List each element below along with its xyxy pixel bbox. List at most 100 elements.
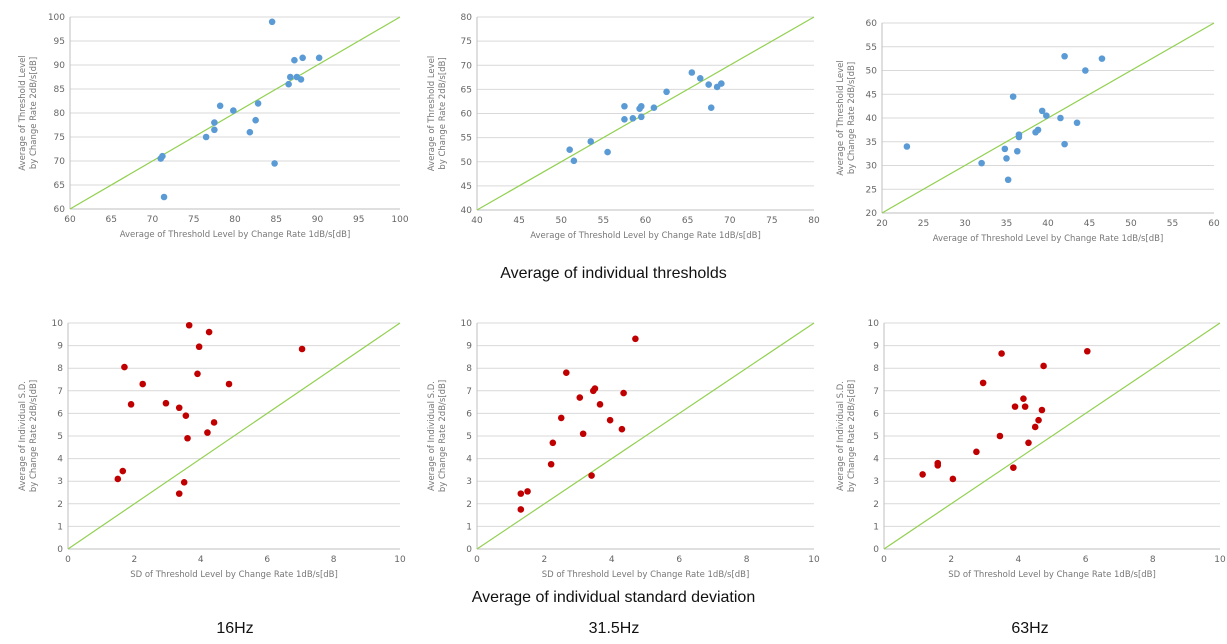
x-tick-label: 55 <box>598 216 609 226</box>
x-tick-label: 8 <box>744 555 750 565</box>
data-point <box>182 412 190 419</box>
data-point <box>978 159 985 167</box>
y-axis-title: Average of Individual S.D. <box>427 381 437 491</box>
data-point <box>252 116 259 124</box>
data-point <box>119 467 127 475</box>
data-point <box>696 74 704 82</box>
y-tick-label: 6 <box>466 409 472 419</box>
y-tick-label: 65 <box>461 85 472 95</box>
data-point <box>1010 464 1017 471</box>
data-point <box>903 143 911 150</box>
data-point <box>185 321 193 329</box>
y-tick-label: 3 <box>873 477 879 487</box>
frequency-label-63hz: 63Hz <box>1011 620 1049 637</box>
data-point <box>637 102 645 110</box>
data-point <box>291 56 298 64</box>
x-tick-label: 95 <box>353 215 364 225</box>
y-axis-title: Average of Individual S.D. <box>18 381 28 491</box>
y-tick-label: 7 <box>873 387 879 397</box>
y-tick-label: 90 <box>54 61 66 71</box>
reference-line <box>476 16 815 211</box>
data-point <box>1004 176 1012 184</box>
data-point <box>175 490 183 497</box>
y-axis-title: Average of Individual S.D. <box>836 381 846 491</box>
y-tick-label: 4 <box>466 455 472 465</box>
data-point <box>606 416 614 424</box>
data-point <box>1021 403 1029 410</box>
y-tick-label: 8 <box>873 364 879 374</box>
x-tick-label: 45 <box>513 216 524 226</box>
chart-sd-31-5hz: 0 1 2 3 4 5 6 7 8 9 10 0 2 4 6 8 10 SD of Threshold Level… <box>409 300 820 590</box>
x-tick-label: 40 <box>471 216 483 226</box>
y-tick-label: 75 <box>54 133 65 143</box>
data-point <box>315 54 323 62</box>
data-point <box>1031 423 1039 431</box>
data-point <box>688 69 696 76</box>
data-point <box>162 399 170 407</box>
y-tick-label: 2 <box>466 500 472 510</box>
y-tick-label: 60 <box>866 19 878 29</box>
data-point <box>1043 112 1050 119</box>
y-axis-title: by Change Rate 2dB/s[dB] <box>438 380 448 492</box>
x-axis-title: SD of Threshold Level by Change Rate 1dB… <box>948 570 1156 580</box>
y-axis-title: by Change Rate 2dB/s[dB] <box>29 380 39 492</box>
data-point <box>1013 147 1021 155</box>
data-point <box>204 429 211 436</box>
y-tick-label: 0 <box>57 545 63 555</box>
data-point <box>979 379 987 387</box>
chart-mean-16hz: 60 65 70 75 80 85 90 95 100 60 65 70 75 80 85 90 95 100 Av… <box>0 0 410 262</box>
data-point <box>576 394 584 401</box>
data-point <box>1020 395 1027 403</box>
x-tick-label: 20 <box>876 219 888 229</box>
x-tick-label: 85 <box>271 215 282 225</box>
x-tick-label: 4 <box>1016 555 1022 565</box>
data-point <box>1015 131 1023 138</box>
data-point <box>184 434 191 442</box>
y-tick-label: 7 <box>57 387 63 397</box>
y-tick-label: 45 <box>866 90 877 100</box>
data-point <box>566 146 573 153</box>
data-point <box>121 363 128 371</box>
data-point <box>246 128 254 136</box>
data-point <box>298 345 306 353</box>
chart-mean-63hz: 20 25 30 35 40 45 50 55 60 20 25 30 35 40 45 50 55 60 Aver… <box>818 0 1227 262</box>
x-tick-label: 8 <box>331 555 337 565</box>
data-point <box>621 102 628 110</box>
data-point <box>591 385 599 392</box>
y-tick-label: 4 <box>57 455 63 465</box>
data-point <box>297 76 305 83</box>
reference-line <box>883 322 1221 550</box>
x-tick-label: 4 <box>198 555 204 565</box>
y-tick-label: 50 <box>866 67 878 77</box>
data-point <box>1009 93 1017 100</box>
x-tick-label: 50 <box>556 216 568 226</box>
y-tick-label: 3 <box>466 477 472 487</box>
y-tick-label: 4 <box>873 455 879 465</box>
data-point <box>211 119 218 126</box>
data-point <box>579 430 587 438</box>
y-tick-label: 55 <box>461 134 472 144</box>
x-tick-label: 8 <box>1150 555 1156 565</box>
y-tick-label: 85 <box>54 85 65 95</box>
y-tick-label: 9 <box>466 342 472 352</box>
y-tick-label: 45 <box>461 182 472 192</box>
data-point <box>175 404 183 412</box>
x-tick-label: 60 <box>1208 219 1220 229</box>
data-point <box>1040 362 1047 370</box>
y-tick-label: 25 <box>866 185 877 195</box>
y-axis-title: by Change Rate 2dB/s[dB] <box>438 57 448 169</box>
data-point <box>299 54 306 62</box>
data-point <box>718 80 725 87</box>
y-tick-label: 40 <box>866 114 878 124</box>
y-tick-label: 5 <box>873 432 879 442</box>
data-point <box>1061 52 1068 60</box>
y-tick-label: 9 <box>57 342 63 352</box>
data-point <box>1025 439 1032 447</box>
x-tick-label: 60 <box>64 215 76 225</box>
y-tick-label: 5 <box>466 432 472 442</box>
data-point <box>180 479 188 486</box>
y-tick-label: 80 <box>54 109 66 119</box>
x-axis-title: Average of Threshold Level by Change Rat… <box>530 231 761 241</box>
y-tick-label: 3 <box>57 477 63 487</box>
y-tick-label: 70 <box>461 61 473 71</box>
